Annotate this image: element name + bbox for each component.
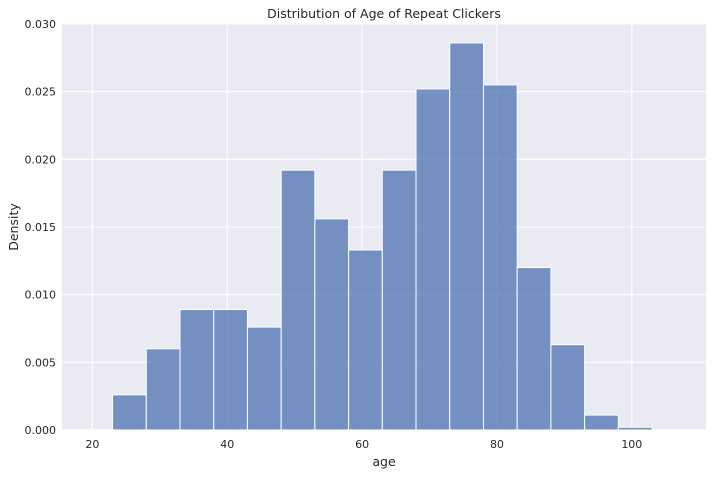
y-tick-label: 0.025: [25, 86, 57, 99]
histogram-bar: [145, 348, 181, 431]
histogram-bar: [381, 169, 417, 431]
x-tick-labels: 20 40 60 80 100: [85, 438, 642, 451]
histogram-bar: [449, 42, 484, 431]
histogram-bar: [213, 309, 248, 431]
histogram-bar: [314, 218, 350, 431]
histogram-bar: [584, 414, 619, 431]
x-axis-label: age: [372, 454, 396, 469]
y-tick-label: 0.010: [25, 289, 57, 302]
histogram-bar: [482, 84, 518, 431]
y-axis-label: Density: [6, 203, 21, 251]
histogram-bar: [550, 344, 586, 431]
x-tick-label: 60: [355, 438, 369, 451]
x-tick-label: 80: [490, 438, 504, 451]
y-tick-label: 0.030: [25, 18, 57, 31]
y-tick-label: 0.020: [25, 153, 57, 166]
histogram-bar: [348, 249, 383, 431]
y-tick-labels: 0.000 0.005 0.010 0.015 0.020 0.025 0.030: [25, 18, 57, 437]
histogram-bar: [415, 88, 451, 431]
histogram-bar: [617, 426, 653, 431]
x-tick-label: 100: [621, 438, 642, 451]
histogram-bar: [280, 169, 316, 431]
y-tick-label: 0.015: [25, 221, 57, 234]
grid-lines: [62, 23, 706, 431]
histogram-bar: [516, 267, 552, 431]
histogram-bar: [246, 326, 282, 431]
histogram-bars: [112, 42, 653, 431]
histogram-bar: [112, 394, 147, 431]
histogram-bar: [179, 309, 215, 431]
x-tick-label: 40: [220, 438, 234, 451]
y-tick-label: 0.005: [25, 356, 57, 369]
chart-title: Distribution of Age of Repeat Clickers: [267, 6, 501, 21]
x-tick-label: 20: [85, 438, 99, 451]
y-tick-label: 0.000: [25, 424, 57, 437]
